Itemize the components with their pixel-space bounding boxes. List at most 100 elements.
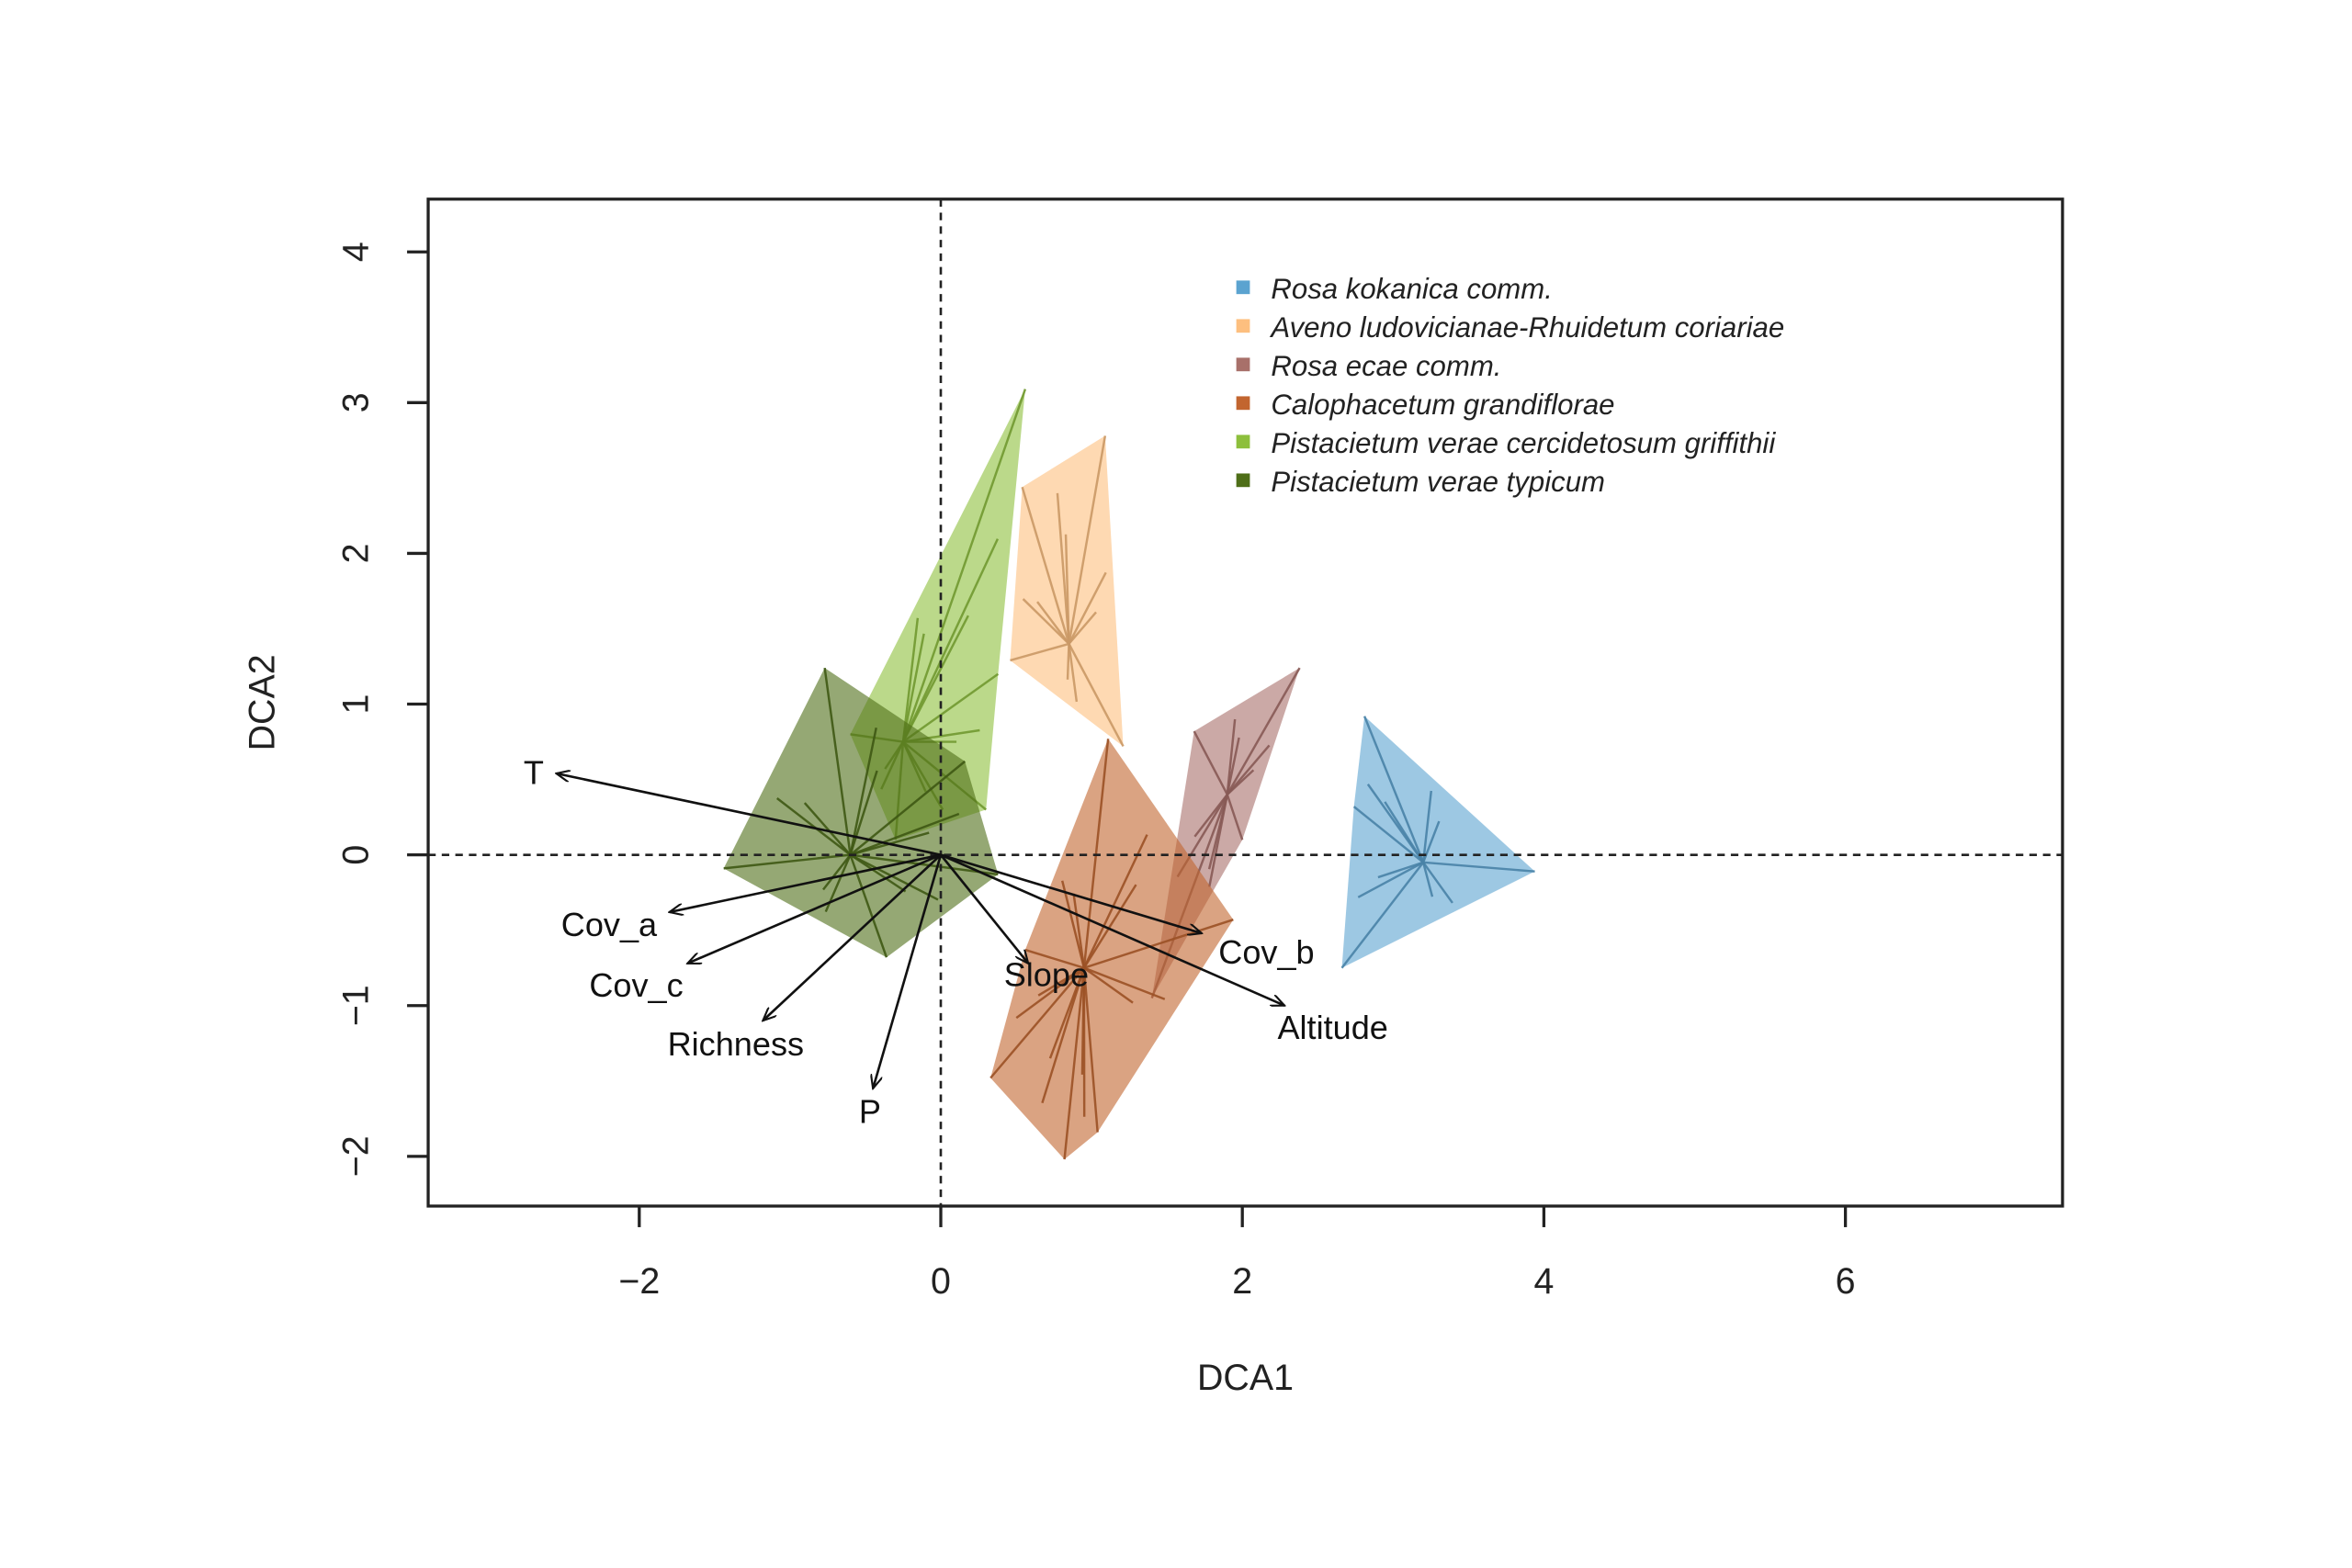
spider-line	[849, 853, 939, 901]
vector-label: Richness	[668, 1025, 804, 1063]
spider-line	[901, 617, 920, 742]
spider-line	[1421, 790, 1432, 863]
spider-line	[823, 667, 852, 855]
spider-line	[1340, 862, 1425, 969]
spider-line	[1068, 643, 1125, 748]
spider-line	[1036, 601, 1070, 645]
legend-swatch	[1236, 396, 1250, 411]
spider-line	[1021, 486, 1070, 645]
spider-line	[1082, 834, 1148, 969]
y-tick-label: 3	[335, 392, 376, 412]
spider-line	[803, 802, 852, 856]
reference-lines	[428, 198, 2063, 1206]
spider-line	[849, 728, 877, 855]
spider-line	[1015, 966, 1085, 1020]
y-tick-label: 1	[335, 694, 376, 715]
vector-label: Slope	[1004, 955, 1089, 993]
environment-vectors: T Cov_a Cov_c Richness P Slope Cov_b Altitude	[524, 754, 1388, 1131]
spider-line	[1226, 667, 1301, 795]
vector-arrow	[687, 853, 942, 964]
y-tick-label: −2	[335, 1135, 376, 1177]
legend-swatch	[1236, 280, 1250, 295]
spider-line	[850, 812, 960, 856]
vector-arrow	[940, 853, 1202, 933]
spider-line	[989, 966, 1085, 1079]
spider-line	[902, 672, 1000, 743]
spider-line	[1193, 730, 1228, 795]
spider-line	[849, 770, 878, 856]
spider-line	[1193, 794, 1228, 838]
x-axis-label: DCA1	[1197, 1358, 1294, 1398]
vector-label: T	[524, 754, 544, 792]
spider-line	[1066, 643, 1070, 680]
x-tick-label: 6	[1836, 1261, 1856, 1302]
y-tick-label: 0	[335, 845, 376, 865]
spider-line	[1064, 534, 1070, 644]
spider-line	[1072, 893, 1086, 968]
spider-line	[1207, 794, 1228, 870]
vector-label: Cov_b	[1218, 933, 1314, 971]
legend-swatch	[1236, 357, 1250, 372]
spider-line	[1082, 967, 1099, 1133]
spider-line	[1226, 794, 1244, 840]
spider-line	[1068, 611, 1097, 645]
spider-line	[1352, 806, 1424, 863]
y-axis-label: DCA2	[243, 654, 283, 750]
legend-label: Aveno ludovicianae-Rhuidetum coriariae	[1269, 311, 1784, 344]
legend-label: Pistacietum verae typicum	[1271, 466, 1605, 498]
spider-line	[723, 853, 851, 870]
x-tick-label: 4	[1533, 1261, 1554, 1302]
legend: Rosa kokanica comm. Aveno ludovicianae-Rh…	[1236, 273, 1784, 498]
spider-line	[1082, 884, 1137, 969]
y-tick-label: 4	[335, 242, 376, 262]
spider-line	[1422, 862, 1453, 904]
group-hulls	[723, 389, 1535, 1160]
spider-line	[850, 853, 999, 876]
x-tick-label: 0	[931, 1261, 951, 1302]
spider-line	[1037, 966, 1085, 997]
spider-line	[1083, 919, 1234, 969]
spider-line	[775, 797, 852, 856]
legend-label: Rosa ecae comm.	[1271, 350, 1501, 382]
spider-line	[1068, 643, 1079, 703]
legend-swatch	[1236, 434, 1250, 449]
spider-line	[1226, 744, 1271, 795]
spider-line	[1080, 967, 1086, 1075]
spider-line	[1063, 967, 1086, 1160]
spider-line	[901, 389, 1027, 742]
legend-label: Pistacietum verae cercidetosum griffithi…	[1271, 427, 1776, 459]
spider-line	[1010, 642, 1069, 662]
spider-line	[1060, 880, 1086, 969]
spider-line	[1022, 598, 1070, 645]
spider-line	[1377, 861, 1424, 879]
legend-label: Calophacetum grandiflorae	[1271, 389, 1614, 421]
vector-label: Altitude	[1277, 1009, 1387, 1046]
spider-line	[1068, 435, 1107, 645]
spider-line	[901, 538, 1000, 743]
vector-arrow	[670, 853, 942, 912]
spider-line	[1384, 801, 1425, 863]
spider-line	[1421, 862, 1434, 897]
spider-line	[1357, 861, 1424, 898]
legend-swatch	[1236, 473, 1250, 488]
legend-label: Rosa kokanica comm.	[1271, 273, 1552, 305]
spider-line	[1082, 739, 1110, 968]
x-tick-label: 2	[1232, 1261, 1252, 1302]
vector-arrow	[939, 853, 1028, 964]
vector-label: P	[859, 1093, 881, 1131]
spider-line	[1226, 718, 1237, 795]
spider-line	[1068, 571, 1107, 645]
spider-line	[822, 853, 852, 891]
vector-label: Cov_a	[561, 906, 658, 943]
spider-line	[1423, 861, 1535, 873]
spider-line	[1048, 967, 1086, 1059]
vector-label: Cov_c	[589, 966, 683, 1004]
spider-line	[1226, 769, 1255, 795]
legend-swatch	[1236, 319, 1250, 333]
y-tick-label: 2	[335, 543, 376, 563]
spider-line	[1363, 716, 1425, 863]
spider-line	[1083, 966, 1134, 1004]
spider-line	[849, 853, 907, 893]
vector-arrow	[940, 853, 1284, 1007]
